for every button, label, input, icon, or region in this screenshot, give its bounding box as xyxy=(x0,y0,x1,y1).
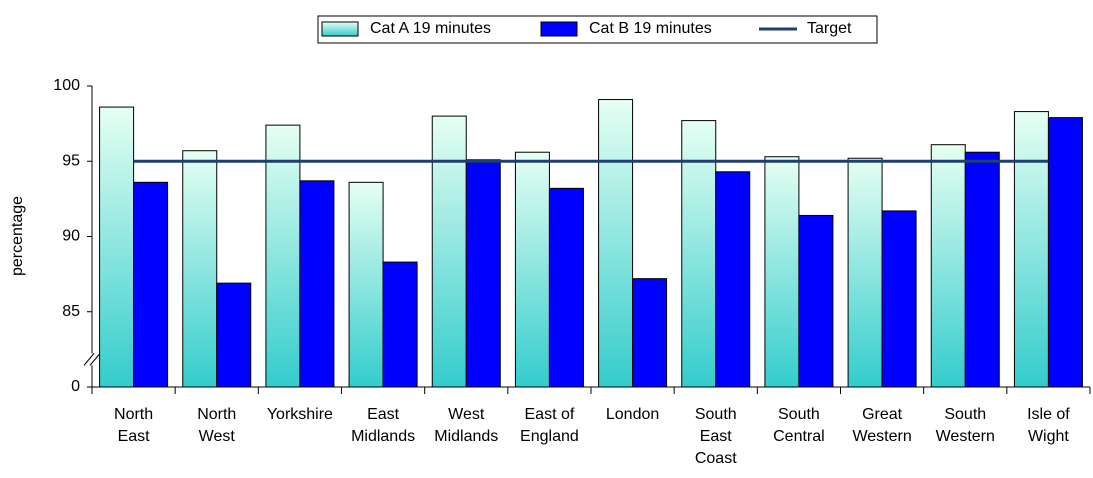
x-tick-label: North West xyxy=(197,406,237,445)
x-tick-label: Great Western xyxy=(852,406,912,445)
bar xyxy=(1013,111,1049,388)
y-tick-label: 85 xyxy=(62,303,80,320)
bar xyxy=(930,144,966,388)
axis-break-gap xyxy=(84,353,100,366)
bar xyxy=(382,261,418,388)
bar xyxy=(182,150,218,388)
legend-swatch xyxy=(321,21,359,37)
bar xyxy=(133,181,169,388)
x-tick-label: North East xyxy=(114,406,154,445)
legend-label: Cat B 19 minutes xyxy=(589,20,712,37)
bar xyxy=(431,115,467,388)
bar xyxy=(465,159,501,388)
bar xyxy=(964,151,1000,388)
bar xyxy=(632,278,668,388)
x-tick-label: West Midlands xyxy=(434,406,499,445)
x-tick-label: East Midlands xyxy=(351,406,416,445)
bar xyxy=(847,157,883,388)
bar xyxy=(548,187,584,388)
x-tick-label: London xyxy=(605,406,660,423)
legend-swatch xyxy=(540,21,578,37)
bar xyxy=(764,156,800,388)
bar xyxy=(1047,117,1083,388)
x-tick-label: South Western xyxy=(935,406,995,445)
bar xyxy=(681,120,717,388)
legend-label: Cat A 19 minutes xyxy=(370,20,491,37)
y-tick-label: 95 xyxy=(62,152,80,169)
x-tick-label: Isle of Wight xyxy=(1027,406,1070,445)
y-tick-label: 0 xyxy=(71,378,80,395)
bar xyxy=(514,151,550,388)
legend-label: Target xyxy=(807,20,852,37)
y-tick-label: 90 xyxy=(62,228,80,245)
bar xyxy=(299,180,335,388)
bar xyxy=(99,106,135,388)
axis-break xyxy=(83,353,101,366)
bar xyxy=(265,124,301,388)
x-tick-label: South East Coast xyxy=(694,406,737,467)
bar xyxy=(715,171,751,388)
bar xyxy=(881,210,917,388)
y-tick-label: 100 xyxy=(53,77,80,94)
bar xyxy=(798,214,834,388)
x-tick-label: East of England xyxy=(520,406,579,445)
x-tick-label: Yorkshire xyxy=(266,406,333,423)
bar xyxy=(598,99,634,388)
bar xyxy=(348,181,384,388)
bar xyxy=(216,282,252,388)
y-axis-label: percentage xyxy=(9,196,26,276)
x-tick-label: South Central xyxy=(773,406,825,445)
